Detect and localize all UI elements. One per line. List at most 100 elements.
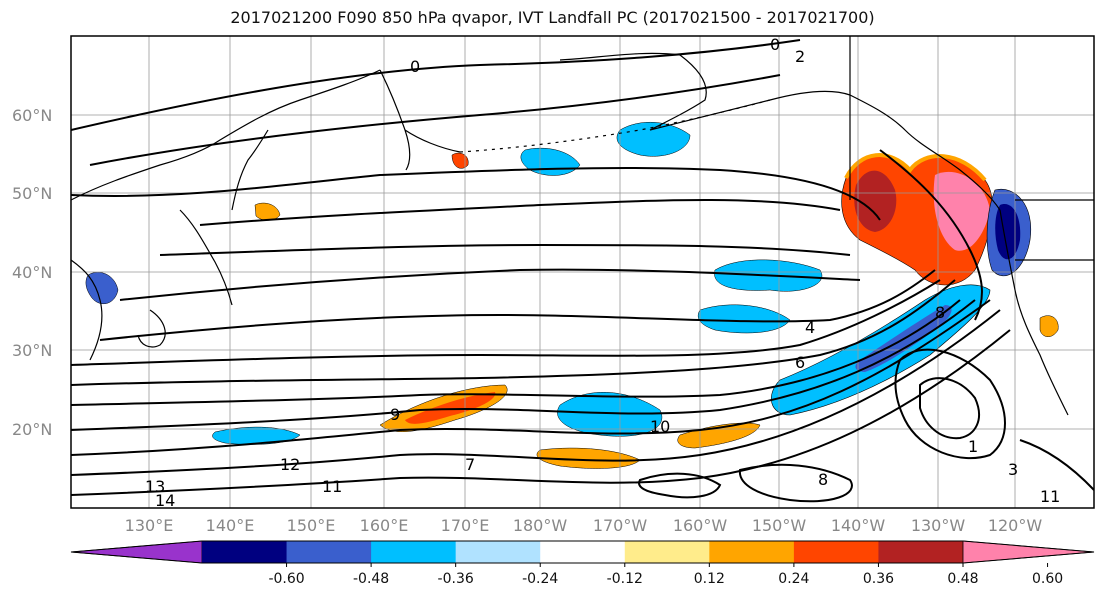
lon-label: 150°E [287,516,336,535]
colorbar-swatch [624,541,710,563]
lon-label: 140°E [206,516,255,535]
shading-orange-rim [844,153,987,182]
contour-labels: 0 0 2 4 6 8 10 11 12 13 14 1 3 7 8 9 11 [145,35,1060,510]
lat-label: 30°N [12,341,52,360]
shading-positive-subtropics-core [405,392,496,424]
lat-label: 60°N [12,106,52,125]
colorbar-tick-label: -0.12 [607,571,643,587]
colorbar-tick-label: 0.36 [863,571,894,587]
map-frame [70,35,1095,509]
lon-label: 170°E [441,516,490,535]
latitude-labels: 60°N 50°N 40°N 30°N 20°N [12,106,52,439]
longitude-labels: 130°E 140°E 150°E 160°E 170°E 180°W 170°… [125,516,1043,535]
contour-line [71,279,941,366]
ivt-contours [71,39,1094,503]
contour-line [71,166,881,221]
colorbar-extend-high [962,540,1095,564]
contour-label: 0 [410,57,420,76]
contour-line [638,472,722,499]
shading-negative-south [212,426,301,445]
lon-label: 160°W [673,516,728,535]
lon-label: 170°W [593,516,648,535]
colorbar-tick-label: -0.36 [438,571,474,587]
colorbar-swatch [455,541,541,563]
colorbar-tick-label: 0.12 [694,571,725,587]
shading-positive-aleut [451,152,469,169]
contour-label: 8 [818,470,828,489]
coast-na-west [999,209,1069,416]
contour-line [199,199,841,226]
contour-line [159,243,851,256]
shading-negative-west [85,272,119,305]
colorbar-tick-label: 0.60 [1032,571,1063,587]
colorbar-swatch [286,541,372,563]
country-border-line [849,36,1094,261]
shading-negative-mid2 [697,304,791,334]
lon-label: 130°E [125,516,174,535]
coast-asia [71,69,381,361]
shading-positive-west1 [254,202,281,221]
colorbar-tick-label: -0.48 [353,571,389,587]
lon-label: 180°W [513,516,568,535]
colorbar-outline [70,540,1095,564]
map-title: 2017021200 F090 850 hPa qvapor, IVT Land… [230,8,875,27]
contour-line [71,299,961,406]
lon-label: 130°W [911,516,966,535]
colorbar-swatch [878,541,964,563]
colorbar-swatch [202,541,288,563]
contour-line [738,463,853,503]
colorbar: -0.60 -0.48 -0.36 -0.24 -0.12 0.12 0.24 0.36 0.4… [70,540,1095,587]
coastlines [71,36,1094,416]
shading-layer [85,121,1059,469]
contour-line [71,279,956,386]
contour-label: 9 [390,405,400,424]
contour-label: 10 [650,417,670,436]
contour-label: 2 [795,47,805,66]
contour-label: 3 [1008,460,1018,479]
contour-line [89,74,781,166]
colorbar-swatch [371,541,457,563]
contour-label: 12 [280,455,300,474]
contour-line [879,149,983,321]
contour-label: 8 [935,303,945,322]
lat-label: 50°N [12,184,52,203]
colorbar-extend-low [70,540,203,564]
colorbar-swatch [793,541,879,563]
contour-label: 4 [805,318,815,337]
contour-label: 11 [1040,487,1060,506]
contour-label: 14 [155,491,175,510]
contour-line [99,269,936,341]
contour-line [71,299,991,456]
contour-line [919,377,980,440]
contour-label: 1 [968,437,978,456]
map-plot-area: 0 0 2 4 6 8 10 11 12 13 14 1 3 7 8 9 11 [71,35,1094,510]
colorbar-swatch [709,541,795,563]
contour-label: 7 [465,455,475,474]
coast-kamchatka [379,69,461,171]
contour-line [71,299,976,431]
colorbar-tick-label: -0.60 [268,571,304,587]
contour-line [71,309,1001,476]
shading-pink-coast [933,171,990,251]
contour-line [119,268,861,301]
colorbar-swatch [540,541,626,563]
contour-line [71,39,801,131]
colorbar-tick-label: 0.24 [778,571,809,587]
contour-label: 0 [770,35,780,54]
contour-label: 13 [145,477,165,496]
lat-label: 20°N [12,420,52,439]
shading-strong-gulf [854,170,897,232]
lon-label: 160°E [360,516,409,535]
contour-line [1019,439,1094,491]
colorbar-tick-label: 0.48 [947,571,978,587]
contour-label: 11 [322,477,342,496]
lon-label: 150°W [752,516,807,535]
contour-line [71,329,1011,496]
colorbar-tick-label: -0.24 [522,571,558,587]
lon-label: 140°W [831,516,886,535]
contour-line [894,348,1006,460]
shading-positive-east [1039,315,1059,337]
contour-label: 6 [795,353,805,372]
lat-label: 40°N [12,263,52,282]
